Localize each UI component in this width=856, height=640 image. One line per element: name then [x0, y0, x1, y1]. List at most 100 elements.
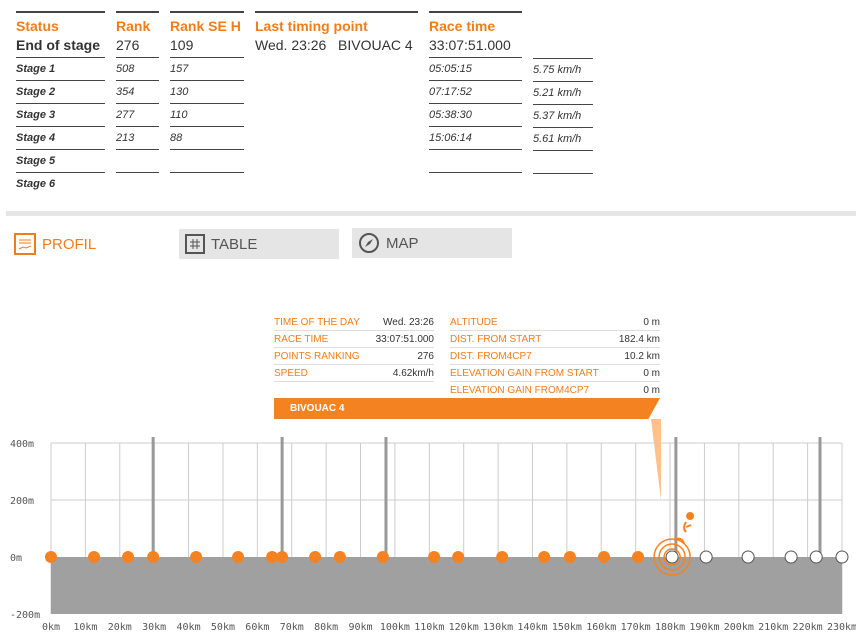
stage-speed: 5.75 km/h [533, 58, 593, 81]
stage-label: Stage 3 [16, 103, 105, 126]
tooltip-row: TIME OF THE DAY Wed. 23:26 [274, 314, 434, 331]
race-time-column: Race time 33:07:51.000 05:05:15 07:17:52… [429, 11, 522, 173]
x-tick-label: 220km [793, 622, 823, 633]
x-tick-label: 110km [414, 622, 444, 633]
stage-rank: 354 [116, 80, 159, 103]
tooltip-value: 182.4 km [618, 334, 660, 345]
x-tick-label: 230km [827, 622, 856, 633]
checkpoint-upcoming [699, 550, 713, 564]
x-tick-label: 40km [177, 622, 201, 633]
tooltip-value: 10.2 km [624, 351, 660, 362]
tooltip-row: SPEED 4.62km/h [274, 365, 434, 382]
tooltip-row: ALTITUDE 0 m [450, 314, 660, 331]
stage-rank: 213 [116, 126, 159, 149]
current-position-ring [658, 543, 686, 571]
rank-header: Rank [116, 18, 151, 34]
tooltip-key: RACE TIME [274, 334, 329, 345]
status-header: Status [16, 18, 59, 34]
elevation-area [51, 557, 842, 614]
x-tick-label: 150km [552, 622, 582, 633]
compass-icon [359, 233, 379, 253]
divider [429, 172, 522, 173]
stage-rank-se: 110 [170, 103, 244, 126]
status-column: Status End of stage Stage 1 Stage 2 Stag… [16, 11, 105, 195]
tooltip-value: 0 m [643, 368, 660, 379]
stage-speed: 5.21 km/h [533, 81, 593, 104]
tooltip-pointer [651, 419, 661, 500]
tab-profil[interactable]: PROFIL [8, 229, 128, 259]
rank-se-value: 109 [170, 37, 194, 53]
x-tick-label: 170km [621, 622, 651, 633]
x-tick-label: 10km [73, 622, 97, 633]
checkpoint-passed [632, 551, 645, 563]
last-timing-time: Wed. 23:26 [255, 37, 327, 53]
stage-rank [116, 149, 159, 172]
x-tick-label: 200km [724, 622, 754, 633]
x-tick-label: 50km [211, 622, 235, 633]
y-tick-label: 200m [10, 496, 34, 507]
checkpoint-passed [309, 551, 322, 563]
x-tick-label: 160km [586, 622, 616, 633]
tooltip-key: ELEVATION GAIN FROM START [450, 368, 599, 379]
checkpoint-passed [376, 551, 389, 563]
divider [170, 172, 244, 173]
tooltip-value: 0 m [643, 317, 660, 328]
tooltip-key: POINTS RANKING [274, 351, 360, 362]
stage-rank-se: 130 [170, 80, 244, 103]
tooltip-key: ALTITUDE [450, 317, 498, 328]
tooltip-row: DIST. FROM4CP7 10.2 km [450, 348, 660, 365]
stage-rank: 277 [116, 103, 159, 126]
checkpoint-passed [598, 551, 611, 563]
checkpoint-passed [147, 551, 160, 563]
tab-table[interactable]: TABLE [179, 229, 339, 259]
rank-column: Rank 276 508 354 277 213 [116, 11, 159, 173]
checkpoint-upcoming [741, 550, 755, 564]
x-tick-label: 120km [449, 622, 479, 633]
x-tick-label: 140km [517, 622, 547, 633]
tooltip-value: 0 m [643, 385, 660, 396]
checkpoint-passed [190, 551, 203, 563]
waypoint-banner: BIVOUAC 4 [274, 398, 660, 419]
x-tick-label: 190km [689, 622, 719, 633]
tooltip-value: 4.62km/h [392, 368, 434, 379]
y-tick-label: -200m [10, 610, 40, 621]
last-timing-header: Last timing point [255, 18, 368, 34]
checkpoint-passed [122, 551, 135, 563]
tooltip-value: 33:07:51.000 [375, 334, 434, 345]
tooltip-value: 276 [417, 351, 434, 362]
last-timing-point: BIVOUAC 4 [338, 37, 413, 53]
x-tick-label: 180km [655, 622, 685, 633]
x-tick-label: 30km [142, 622, 166, 633]
checkpoint-passed [563, 551, 576, 563]
stage-label: Stage 4 [16, 126, 105, 149]
stage-rank: 508 [116, 57, 159, 80]
checkpoint-upcoming [784, 550, 798, 564]
checkpoint-upcoming [665, 550, 679, 564]
tooltip-key: DIST. FROM START [450, 334, 542, 345]
tooltip-key: SPEED [274, 368, 308, 379]
stage-speed [533, 150, 593, 173]
x-tick-label: 130km [483, 622, 513, 633]
checkpoint-upcoming [835, 550, 849, 564]
stage-label: Stage 6 [16, 172, 105, 195]
checkpoint-passed [276, 551, 289, 563]
x-tick-label: 210km [758, 622, 788, 633]
race-time-value: 33:07:51.000 [429, 37, 511, 53]
last-timing-column: Last timing point Wed. 23:26 BIVOUAC 4 [255, 11, 418, 57]
tooltip-key: TIME OF THE DAY [274, 317, 360, 328]
y-tick-label: 0m [10, 553, 22, 564]
stage-label: Stage 2 [16, 80, 105, 103]
tooltip-row: DIST. FROM START 182.4 km [450, 331, 660, 348]
checkpoint-passed [45, 551, 57, 563]
x-tick-label: 100km [380, 622, 410, 633]
stage-rank-se: 88 [170, 126, 244, 149]
tooltip-row: POINTS RANKING 276 [274, 348, 434, 365]
rank-se-header: Rank SE H [170, 18, 241, 34]
tab-table-label: TABLE [211, 235, 258, 253]
tab-map[interactable]: MAP [352, 228, 512, 258]
speed-column: 5.75 km/h 5.21 km/h 5.37 km/h 5.61 km/h [533, 33, 593, 174]
checkpoint-passed [538, 551, 551, 563]
checkpoint-passed [266, 551, 279, 563]
x-tick-label: 20km [108, 622, 132, 633]
x-tick-label: 80km [314, 622, 338, 633]
